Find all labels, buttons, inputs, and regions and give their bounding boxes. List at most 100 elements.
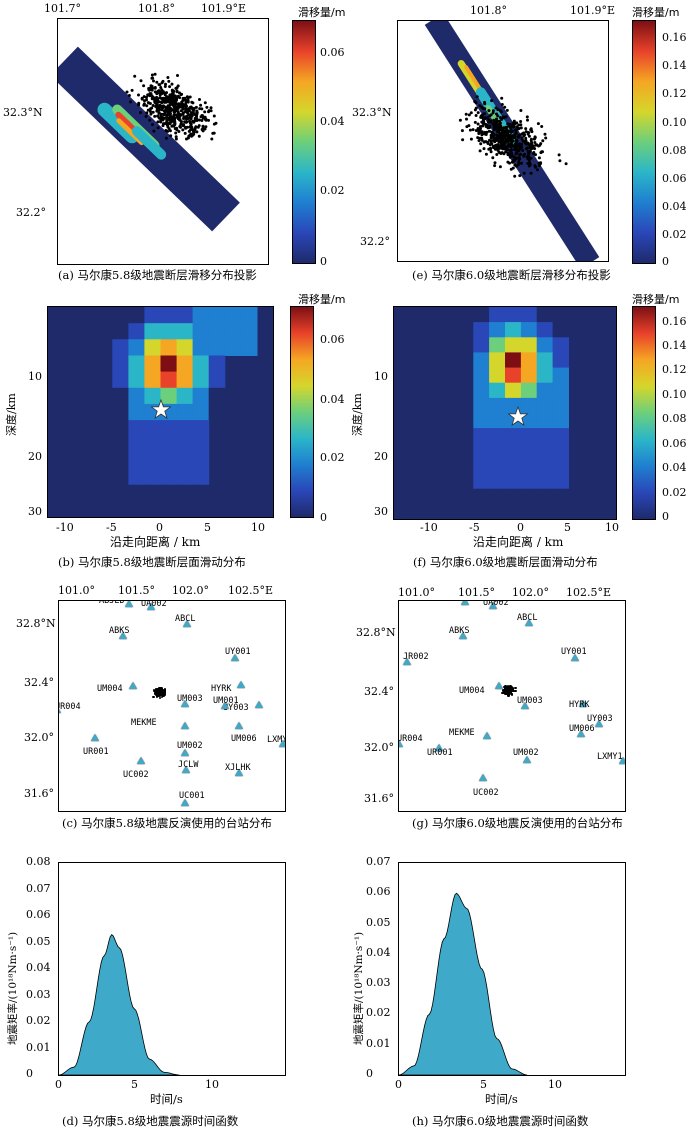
slip-cell — [457, 382, 474, 399]
hypocenter-star — [507, 405, 529, 427]
aftershock-dot — [524, 136, 528, 140]
station-marker — [119, 632, 127, 639]
event-dot — [501, 691, 504, 694]
aftershock-dot — [197, 124, 201, 128]
aftershock-dot — [499, 142, 503, 146]
aftershock-dot — [491, 111, 495, 115]
slip-cell — [536, 443, 554, 459]
aftershock-dot — [198, 107, 202, 111]
slip-cell — [489, 443, 506, 459]
aftershock-dot — [142, 95, 146, 99]
aftershock-dot — [169, 134, 173, 138]
aftershock-dot — [518, 156, 521, 160]
slip-cell — [489, 458, 506, 474]
aftershock-dot — [480, 133, 484, 137]
slip-cell — [489, 503, 506, 519]
event-dot — [160, 687, 163, 690]
aftershock-dot — [168, 111, 172, 115]
aftershock-dot — [177, 112, 180, 116]
y-tick: 0.06 — [366, 885, 391, 899]
aftershock-dot — [164, 82, 167, 86]
aftershock-dot — [150, 76, 154, 80]
aftershock-dot — [195, 110, 199, 114]
slip-cell — [473, 397, 490, 414]
colorbar-title: 滑移量/m — [632, 293, 680, 306]
event-dot — [159, 689, 163, 692]
station-marker — [521, 702, 529, 709]
aftershock-dot — [480, 130, 484, 134]
aftershock-dot — [458, 118, 462, 122]
aftershock-dot — [488, 147, 492, 151]
x-tick: 101.9°E — [201, 2, 247, 15]
aftershock-dot — [524, 127, 528, 131]
aftershock-dot — [189, 111, 193, 115]
station-label: UM001 — [213, 696, 239, 706]
cb-tick: 0.02 — [320, 451, 345, 464]
aftershock-dot — [526, 132, 530, 136]
slip-cell — [112, 371, 129, 389]
y-tick: 32.3°N — [352, 106, 392, 119]
aftershock-dot — [488, 114, 492, 118]
slip-cell — [473, 443, 490, 459]
aftershock-dot — [165, 113, 169, 117]
slip-cell — [520, 428, 538, 444]
station-marker — [235, 722, 243, 729]
y-tick: 10 — [374, 370, 388, 383]
aftershock-dot — [151, 95, 155, 99]
event-dot — [504, 692, 507, 695]
aftershock-dot — [152, 129, 156, 133]
aftershock-dot — [175, 102, 179, 106]
slip-cell — [144, 371, 161, 389]
aftershock-dot — [181, 102, 185, 106]
slip-cell — [552, 503, 569, 519]
aftershock-dot — [487, 109, 491, 113]
aftershock-dot — [194, 105, 198, 109]
slip-cell — [144, 387, 161, 405]
aftershock-dot — [508, 149, 512, 153]
station-label: UR001 — [83, 747, 109, 757]
aftershock-dot — [185, 114, 188, 118]
aftershock-dot — [507, 142, 511, 146]
aftershock-dot — [148, 88, 151, 92]
y-axis-label: 地震矩率/(10¹⁸Nm·s⁻¹) — [353, 931, 365, 1045]
slip-cell — [160, 307, 178, 324]
aftershock-dot — [461, 138, 465, 142]
slip-cell — [144, 484, 161, 502]
aftershock-dot — [537, 156, 541, 160]
aftershock-dot — [151, 110, 155, 114]
cb-tick: 0.06 — [320, 46, 345, 59]
aftershock-dot — [533, 135, 537, 139]
aftershock-dot — [512, 155, 516, 159]
aftershock-dot — [186, 125, 189, 129]
aftershock-dot — [204, 125, 208, 129]
station-marker — [137, 757, 145, 764]
event-dot — [502, 691, 506, 694]
aftershock-dot — [505, 108, 509, 112]
x-tick: 101.7° — [44, 2, 81, 15]
aftershock-dot — [174, 96, 178, 100]
aftershock-dot — [492, 146, 495, 150]
aftershock-dot — [534, 143, 538, 147]
event-dot — [152, 695, 155, 699]
aftershock-dot — [539, 161, 543, 165]
aftershock-dot — [495, 153, 499, 156]
aftershock-dot — [540, 150, 544, 154]
slip-cell — [192, 484, 210, 502]
stf-plot — [58, 862, 286, 1076]
aftershock-dot — [490, 131, 494, 135]
aftershock-dot — [517, 127, 521, 130]
slip-cell — [552, 397, 569, 414]
station-marker — [221, 702, 229, 709]
cb-tick: 0.10 — [662, 116, 687, 129]
hypocenter-star — [150, 398, 172, 420]
slip-cell — [473, 307, 490, 323]
station-label: UM004 — [459, 686, 485, 696]
aftershock-dot — [502, 152, 506, 156]
aftershock-dot — [476, 122, 480, 126]
aftershock-dot — [510, 143, 514, 147]
aftershock-dot — [205, 105, 209, 109]
y-tick: 32.3°N — [3, 106, 43, 119]
aftershock-dot — [212, 114, 216, 118]
y-tick: 20 — [28, 450, 42, 463]
station-marker — [489, 602, 497, 609]
